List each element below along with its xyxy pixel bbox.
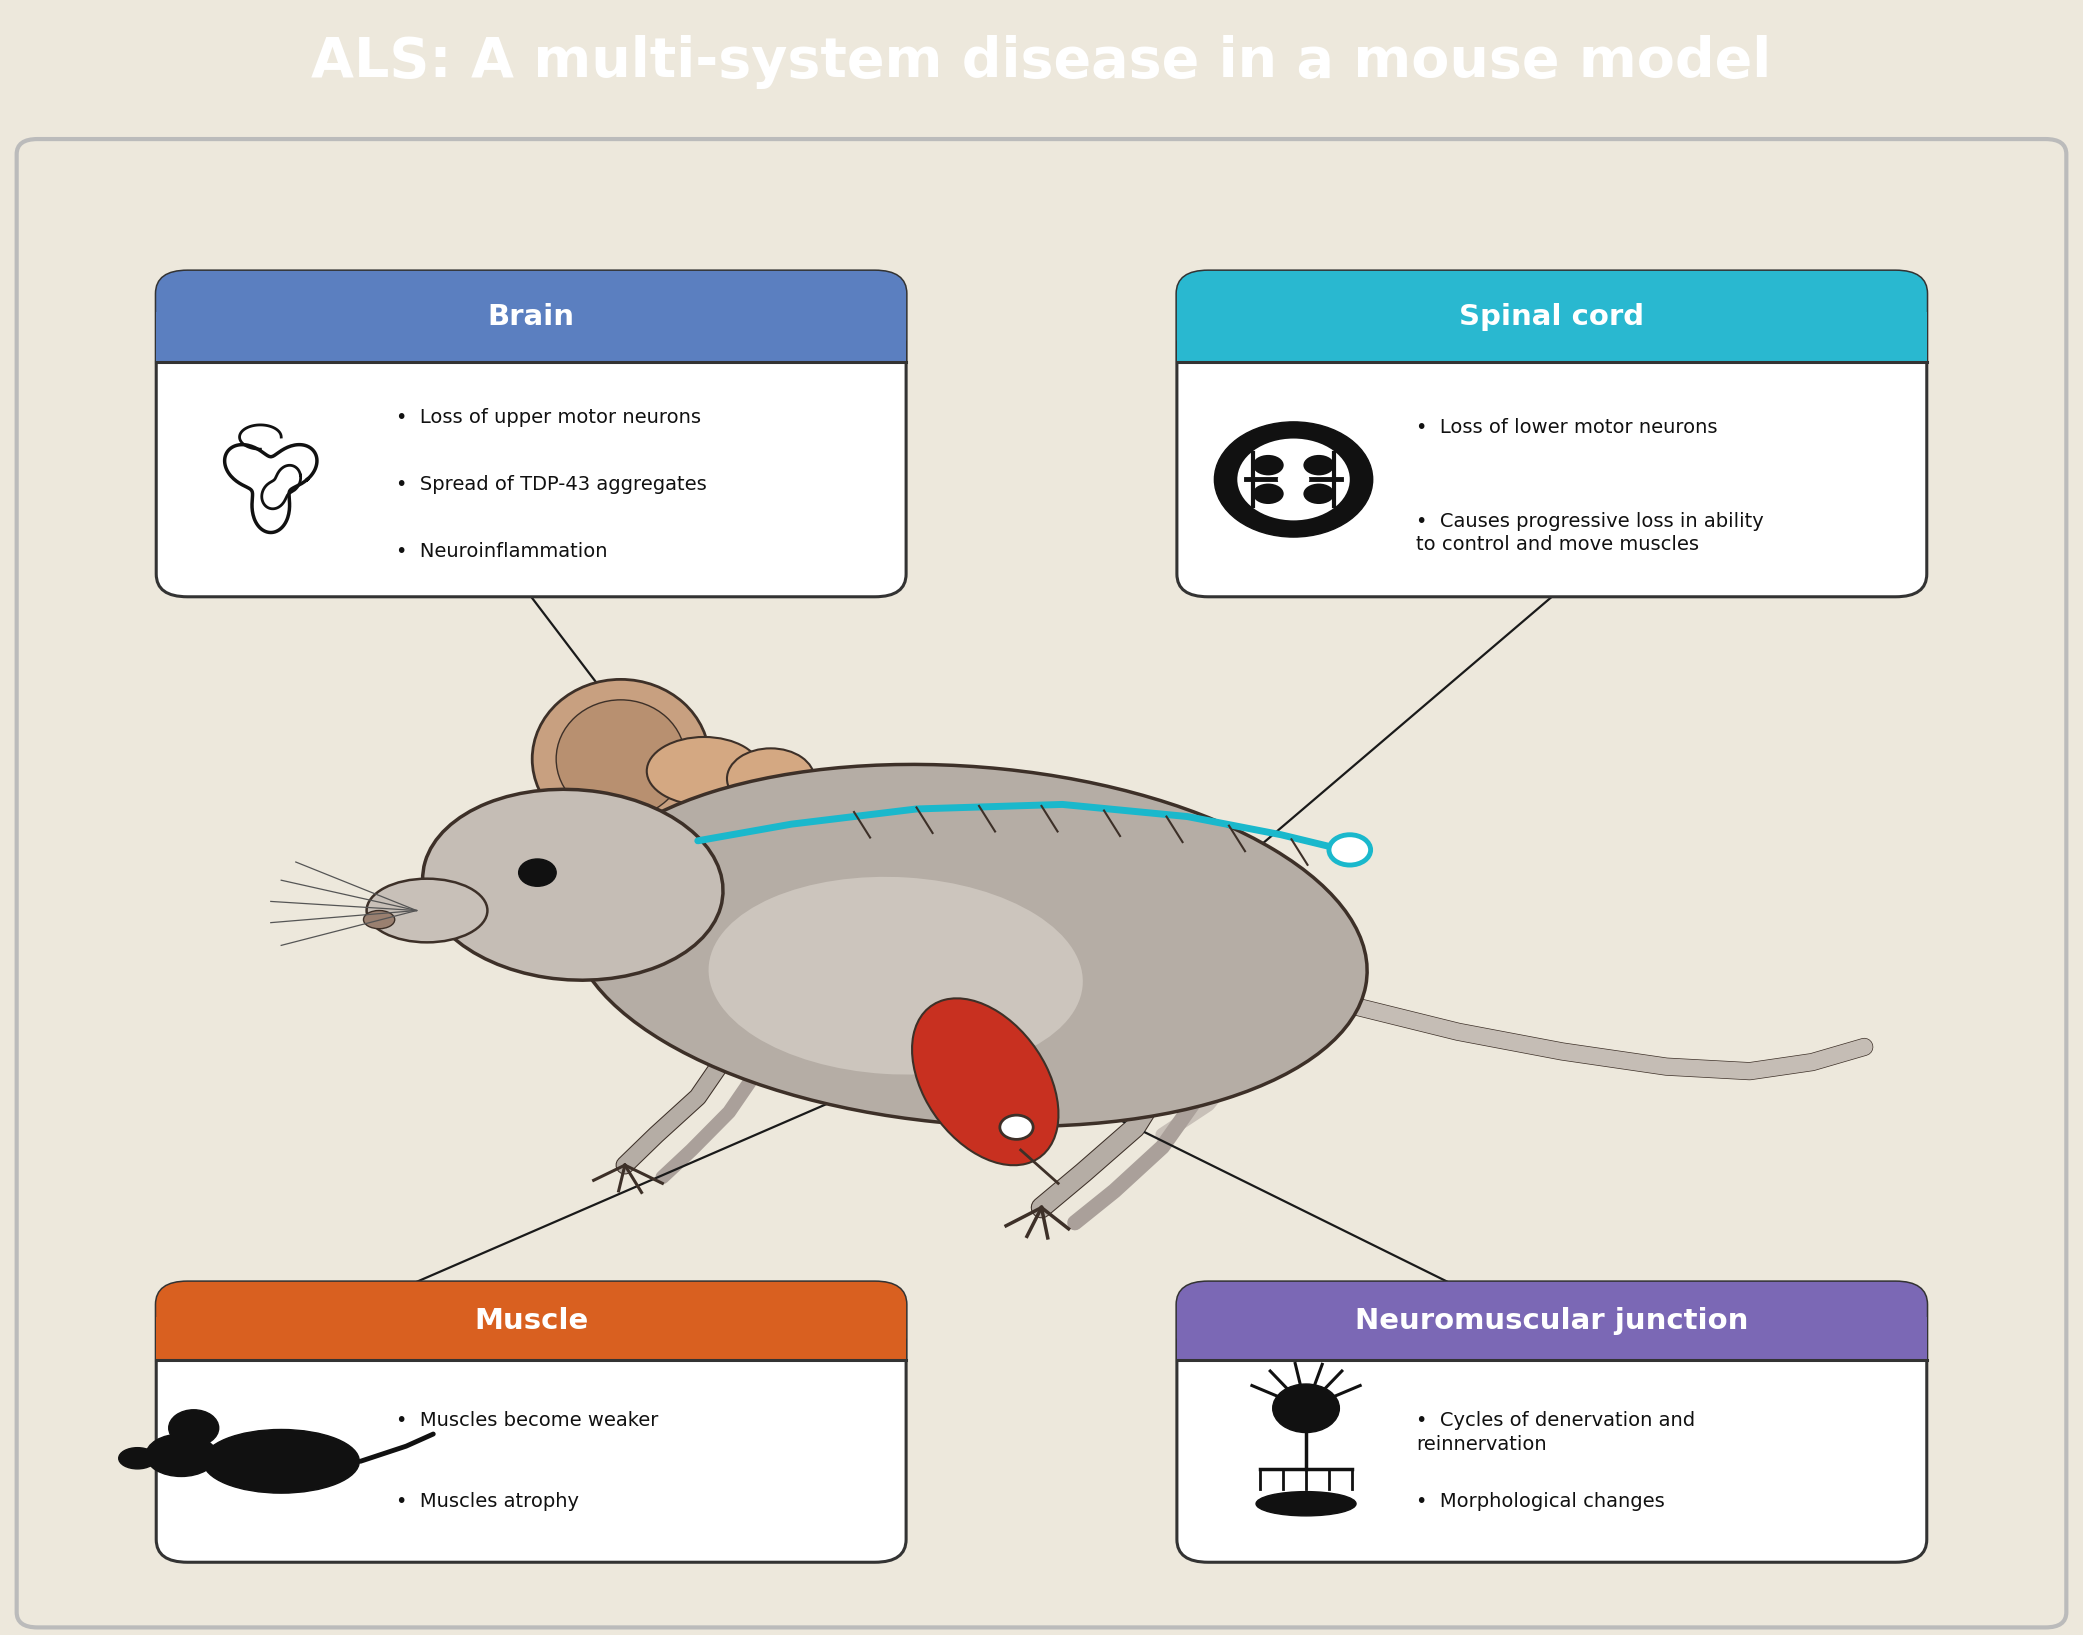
Ellipse shape	[531, 680, 708, 839]
FancyBboxPatch shape	[156, 271, 906, 363]
Circle shape	[1237, 438, 1350, 520]
Text: •  Morphological changes: • Morphological changes	[1416, 1493, 1664, 1511]
Circle shape	[1214, 422, 1373, 536]
Text: ALS: A multi-system disease in a mouse model: ALS: A multi-system disease in a mouse m…	[310, 34, 1773, 88]
Bar	[1177, 1318, 1927, 1360]
FancyBboxPatch shape	[1177, 1282, 1927, 1563]
FancyBboxPatch shape	[156, 1282, 906, 1563]
Text: Neuromuscular junction: Neuromuscular junction	[1356, 1306, 1748, 1336]
FancyBboxPatch shape	[156, 1282, 906, 1360]
Ellipse shape	[1256, 1491, 1356, 1516]
FancyBboxPatch shape	[1177, 271, 1927, 363]
Text: •  Muscles atrophy: • Muscles atrophy	[396, 1493, 579, 1511]
Ellipse shape	[1252, 455, 1283, 476]
Text: •  Muscles become weaker: • Muscles become weaker	[396, 1411, 658, 1431]
Circle shape	[519, 858, 556, 886]
FancyBboxPatch shape	[1177, 1282, 1927, 1360]
Text: Brain: Brain	[487, 302, 575, 330]
Circle shape	[1273, 1383, 1339, 1432]
Ellipse shape	[912, 999, 1058, 1166]
Bar	[156, 1318, 906, 1360]
Ellipse shape	[571, 765, 1366, 1127]
Text: Spinal cord: Spinal cord	[1460, 302, 1643, 330]
Ellipse shape	[1304, 455, 1335, 476]
FancyBboxPatch shape	[1177, 271, 1927, 597]
Text: Muscle: Muscle	[475, 1306, 587, 1336]
Ellipse shape	[204, 1429, 360, 1493]
Text: •  Loss of upper motor neurons: • Loss of upper motor neurons	[396, 409, 700, 427]
Circle shape	[169, 1409, 219, 1445]
Ellipse shape	[146, 1434, 217, 1476]
Ellipse shape	[646, 737, 762, 804]
Text: •  Loss of lower motor neurons: • Loss of lower motor neurons	[1416, 419, 1718, 437]
Ellipse shape	[119, 1447, 156, 1468]
Ellipse shape	[423, 790, 723, 981]
Ellipse shape	[556, 700, 685, 818]
Bar	[1177, 312, 1927, 363]
Circle shape	[1000, 1115, 1033, 1140]
Bar	[156, 312, 906, 363]
Text: •  Neuroinflammation: • Neuroinflammation	[396, 543, 608, 561]
Ellipse shape	[362, 911, 396, 929]
Text: •  Spread of TDP-43 aggregates: • Spread of TDP-43 aggregates	[396, 476, 706, 494]
Ellipse shape	[1304, 484, 1335, 504]
FancyBboxPatch shape	[156, 271, 906, 597]
Ellipse shape	[727, 749, 814, 809]
Ellipse shape	[708, 876, 1083, 1074]
Text: •  Causes progressive loss in ability
to control and move muscles: • Causes progressive loss in ability to …	[1416, 512, 1764, 554]
Circle shape	[1277, 468, 1310, 490]
Circle shape	[1329, 835, 1371, 865]
Text: •  Cycles of denervation and
reinnervation: • Cycles of denervation and reinnervatio…	[1416, 1411, 1696, 1454]
Ellipse shape	[1252, 484, 1283, 504]
Ellipse shape	[367, 878, 487, 942]
